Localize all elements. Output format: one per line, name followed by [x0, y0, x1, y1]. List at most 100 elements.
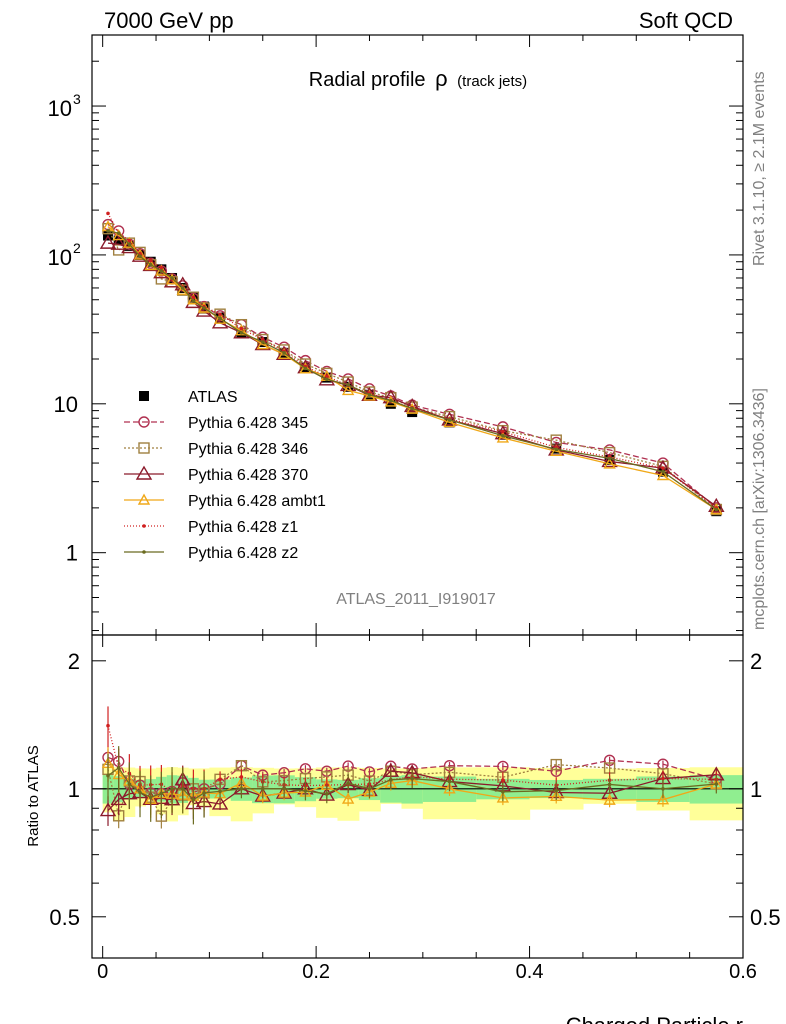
series-point-ratio — [661, 787, 665, 791]
series-point-main — [656, 469, 670, 481]
series-point-main — [714, 507, 719, 512]
header-right: Soft QCD — [639, 8, 733, 33]
series-point-main — [235, 324, 248, 336]
series-point-ratio — [389, 777, 393, 782]
series-point-main — [403, 398, 421, 413]
series-point-main — [165, 273, 179, 285]
legend-label: Pythia 6.428 370 — [188, 467, 308, 484]
series-point-ratio — [656, 793, 670, 805]
legend-marker — [139, 391, 149, 401]
series-point-main — [324, 377, 329, 382]
legend-label: Pythia 6.428 z1 — [188, 519, 298, 536]
series-point-main — [239, 326, 244, 331]
series-point-main — [123, 236, 136, 248]
series-point-ratio — [191, 797, 196, 802]
series-point-ratio — [239, 775, 244, 779]
series-point-main — [607, 456, 612, 461]
series-point-main — [116, 231, 121, 235]
series-point-main — [159, 269, 164, 273]
header-left: 7000 GeV pp — [104, 8, 234, 33]
series-point-main — [148, 258, 153, 263]
legend-label: Pythia 6.428 ambt1 — [188, 493, 326, 510]
series-point-ratio — [324, 791, 329, 796]
ratio-ylabel: Ratio to ATLAS — [25, 745, 42, 846]
series-point-ratio — [501, 790, 505, 794]
y-tick-label-main-base: 10 — [48, 96, 72, 121]
series-point-main — [144, 258, 157, 271]
legend-label: ATLAS — [188, 389, 238, 406]
series-point-main — [112, 244, 125, 256]
series-line-ratio — [107, 763, 717, 819]
legend-marker — [135, 465, 153, 480]
y-tick-label-ratio: 2 — [68, 649, 80, 674]
series-point-ratio — [218, 777, 222, 782]
series-point-ratio — [496, 791, 510, 803]
series-point-ratio — [159, 791, 164, 796]
y-tick-label-main-exp: 2 — [73, 240, 81, 256]
y-tick-label-ratio: 0.5 — [49, 905, 80, 930]
y-tick-label-main: 10 — [54, 392, 78, 417]
series-point-ratio — [603, 793, 616, 805]
series-point-main — [324, 374, 329, 379]
series-point-main — [218, 312, 222, 316]
y-tick-label-main-base: 10 — [48, 245, 72, 270]
series-point-main — [202, 306, 206, 310]
series-point-main — [127, 242, 132, 247]
analysis-id: ATLAS_2011_I919017 — [336, 591, 496, 608]
series-point-main — [110, 235, 127, 250]
series-point-ratio — [501, 778, 505, 782]
rivet-label: Rivet 3.1.10, ≥ 2.1M events — [751, 71, 768, 266]
series-point-main — [346, 383, 350, 387]
series-point-ratio — [256, 789, 269, 801]
series-point-ratio — [550, 789, 563, 802]
series-point-ratio — [346, 781, 350, 786]
series-line-ratio — [107, 756, 717, 795]
series-point-main — [191, 299, 196, 303]
series-point-main — [601, 453, 618, 468]
series-point-ratio — [138, 790, 142, 795]
series-line-ratio — [107, 766, 717, 801]
series-point-ratio — [211, 795, 229, 810]
legend-marker — [142, 524, 146, 528]
series-point-ratio — [148, 795, 153, 799]
legend-marker — [138, 416, 150, 428]
series-point-main — [389, 398, 393, 403]
series-point-main — [282, 351, 286, 355]
series-line-main — [107, 223, 717, 509]
series-point-main — [170, 276, 174, 280]
series-point-ratio — [106, 723, 110, 728]
series-point-ratio — [99, 802, 117, 817]
series-point-main — [501, 433, 505, 438]
series-point-main — [410, 406, 414, 411]
x-tick-label: 0.6 — [729, 961, 757, 983]
series-point-main — [603, 457, 616, 469]
series-point-main — [106, 229, 110, 233]
y-tick-label-main-exp: 3 — [73, 91, 81, 107]
series-point-main — [501, 429, 505, 434]
atlas-point — [385, 398, 396, 409]
series-point-main — [180, 286, 185, 290]
series-point-main — [260, 340, 265, 344]
series-point-ratio — [170, 787, 174, 791]
series-point-main — [187, 293, 200, 305]
series-point-main — [447, 418, 452, 422]
series-point-main — [661, 466, 665, 470]
legend-marker — [137, 493, 151, 505]
series-point-main — [142, 257, 159, 272]
series-point-main — [710, 503, 723, 515]
series-point-ratio — [550, 758, 562, 771]
series-point-ratio — [239, 787, 244, 791]
series-point-main — [102, 223, 114, 235]
series-point-ratio — [447, 779, 452, 784]
series-point-ratio — [303, 789, 308, 793]
series-point-main — [191, 295, 196, 300]
series-point-ratio — [180, 787, 185, 791]
series-point-main — [213, 312, 227, 324]
mcplots-label: mcplots.cern.ch [arXiv:1306.3436] — [751, 388, 768, 630]
series-point-main — [148, 262, 153, 267]
ratio-plot-frame — [91, 634, 744, 959]
series-point-ratio — [497, 760, 509, 773]
chart-title: Radial profile ρ (track jets) — [309, 66, 527, 91]
series-point-main — [127, 238, 132, 243]
series-point-main — [661, 469, 665, 474]
